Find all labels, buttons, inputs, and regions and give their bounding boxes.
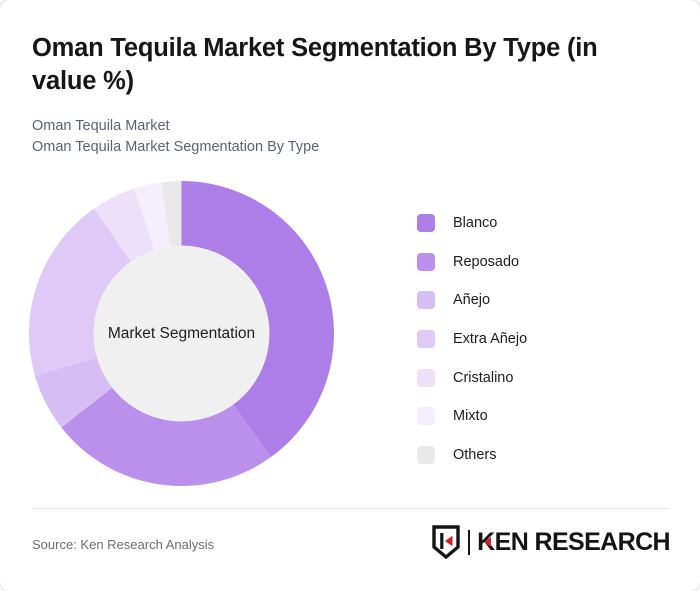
legend-swatch-icon	[417, 291, 435, 310]
donut-center-hole	[93, 245, 270, 422]
source-note: Source: Ken Research Analysis	[32, 537, 215, 552]
legend-label: Reposado	[453, 253, 520, 270]
subtitle-line-1: Oman Tequila Market	[32, 118, 170, 135]
legend-swatch-icon	[417, 407, 435, 426]
chart-legend: Blanco Reposado Añejo Extra Añejo Cristalino…	[417, 204, 667, 474]
legend-item-reposado[interactable]: Reposado	[417, 243, 667, 282]
subtitle-block: Oman Tequila Market Oman Tequila Market …	[32, 116, 668, 158]
legend-item-blanco[interactable]: Blanco	[417, 204, 667, 243]
legend-label: Others	[453, 446, 497, 463]
footer-divider	[32, 508, 668, 509]
legend-swatch-icon	[417, 214, 435, 233]
legend-label: Cristalino	[453, 369, 514, 386]
donut-chart: Market Segmentation	[29, 181, 334, 486]
chart-area: Market Segmentation Blanco Reposado Añejo E…	[0, 168, 700, 498]
legend-item-mixto[interactable]: Mixto	[417, 397, 667, 436]
legend-item-añejo[interactable]: Añejo	[417, 281, 667, 320]
legend-swatch-icon	[417, 368, 435, 387]
brand-k-letter: K	[477, 529, 495, 555]
legend-swatch-icon	[417, 252, 435, 271]
subtitle-line-2: Oman Tequila Market Segmentation By Type	[32, 139, 320, 156]
legend-label: Mixto	[453, 408, 488, 425]
legend-item-extra-añejo[interactable]: Extra Añejo	[417, 320, 667, 359]
legend-item-cristalino[interactable]: Cristalino	[417, 358, 667, 397]
brand-divider	[468, 529, 471, 555]
legend-label: Añejo	[453, 292, 491, 309]
brand-k-triangle-icon	[483, 536, 491, 547]
brand-wordmark: K EN RESEARCH	[477, 527, 671, 556]
brand-rest-glyphs: EN RESEARCH	[494, 527, 671, 556]
donut-svg	[29, 181, 334, 486]
legend-swatch-icon	[417, 445, 435, 464]
ken-research-logo: K EN RESEARCH	[432, 524, 671, 560]
legend-swatch-icon	[417, 330, 435, 349]
legend-label: Blanco	[453, 215, 498, 232]
ken-research-shield-icon	[432, 525, 460, 559]
page-title: Oman Tequila Market Segmentation By Type…	[32, 34, 598, 96]
legend-item-others[interactable]: Others	[417, 436, 667, 475]
legend-label: Extra Añejo	[453, 331, 528, 348]
